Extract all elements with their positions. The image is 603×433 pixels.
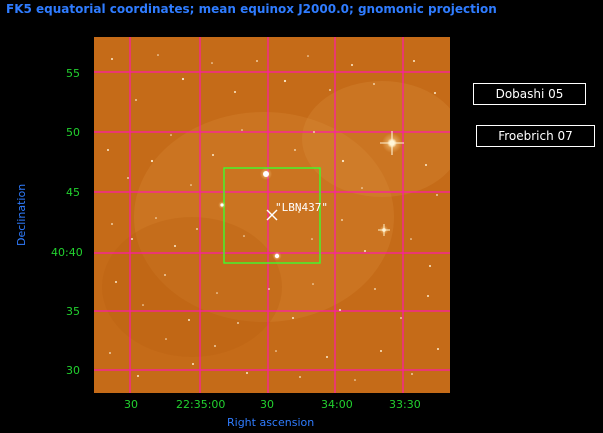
y-tick-35: 35 bbox=[66, 305, 80, 318]
y-axis-label: Declination bbox=[15, 183, 28, 246]
froebrich-07-box[interactable]: Froebrich 07 bbox=[476, 125, 595, 147]
x-axis-label: Right ascension bbox=[227, 416, 315, 429]
object-label: "LBN437" bbox=[275, 201, 328, 214]
dobashi-05-box[interactable]: Dobashi 05 bbox=[473, 83, 586, 105]
coordinate-system-title: FK5 equatorial coordinates; mean equinox… bbox=[6, 2, 497, 16]
x-tick-30-left: 30 bbox=[124, 398, 138, 411]
x-tick-30-center: 30 bbox=[260, 398, 274, 411]
x-marker-icon bbox=[266, 209, 278, 221]
x-tick-34-00: 34:00 bbox=[321, 398, 353, 411]
object-marker[interactable]: "LBN437" bbox=[266, 201, 328, 221]
nebula-region bbox=[134, 112, 394, 322]
y-tick-45: 45 bbox=[66, 186, 80, 199]
star-field bbox=[218, 131, 404, 261]
x-tick-22-35-00: 22:35:00 bbox=[176, 398, 226, 411]
small-stars bbox=[107, 54, 439, 381]
y-tick-40-40: 40:40 bbox=[51, 246, 83, 259]
coordinate-grid bbox=[94, 37, 450, 393]
sky-image-svg: "LBN437" bbox=[94, 37, 450, 393]
y-tick-55: 55 bbox=[66, 67, 80, 80]
x-tick-33-30: 33:30 bbox=[389, 398, 421, 411]
y-tick-50: 50 bbox=[66, 126, 80, 139]
dust-region bbox=[102, 217, 282, 357]
selection-box[interactable] bbox=[223, 167, 321, 264]
nebula-highlight bbox=[302, 81, 450, 197]
y-tick-30: 30 bbox=[66, 364, 80, 377]
sky-image-plot[interactable]: "LBN437" bbox=[94, 37, 450, 393]
